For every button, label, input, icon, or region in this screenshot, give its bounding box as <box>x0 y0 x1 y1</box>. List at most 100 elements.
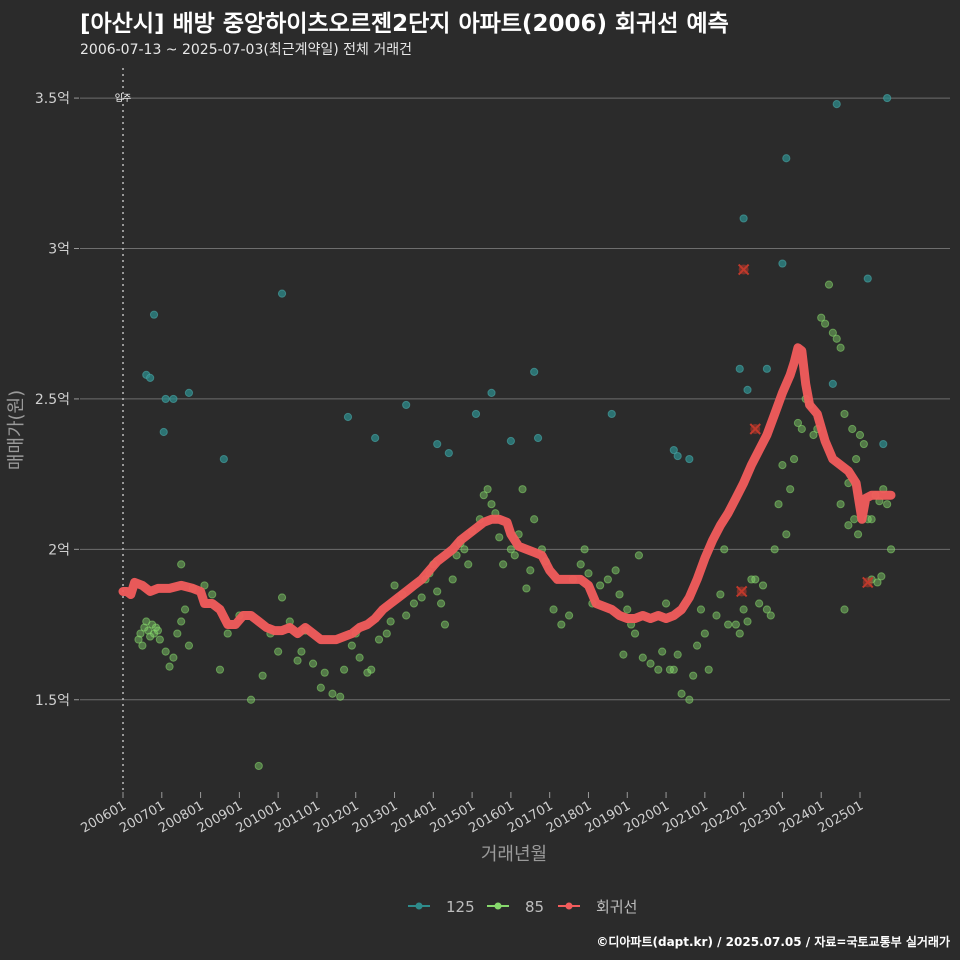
point-85 <box>584 569 593 578</box>
point-85 <box>735 629 744 638</box>
point-85 <box>820 319 830 328</box>
legend-swatch-dot <box>565 902 573 910</box>
point-85 <box>867 515 876 524</box>
point-85 <box>844 521 853 530</box>
point-125 <box>219 454 228 464</box>
series-85 <box>134 280 896 771</box>
point-85 <box>328 689 337 698</box>
point-85 <box>755 599 764 608</box>
point-85 <box>778 461 787 470</box>
point-85 <box>646 659 655 668</box>
point-85 <box>177 617 186 626</box>
point-85 <box>518 485 527 494</box>
point-85 <box>716 590 725 599</box>
point-85 <box>739 605 748 614</box>
point-85 <box>347 641 356 650</box>
point-125 <box>343 412 353 422</box>
point-85 <box>619 650 628 659</box>
point-125 <box>673 451 682 461</box>
point-85 <box>859 439 868 449</box>
point-85 <box>850 515 859 524</box>
y-tick-label: 2억 <box>48 542 70 558</box>
point-85 <box>274 647 283 656</box>
point-85 <box>277 593 287 602</box>
point-85 <box>766 611 775 620</box>
point-85 <box>638 653 647 662</box>
point-125 <box>863 274 872 283</box>
point-85 <box>530 515 539 524</box>
point-85 <box>340 665 349 674</box>
point-85 <box>603 575 612 584</box>
point-125 <box>184 388 194 397</box>
point-85 <box>138 641 147 650</box>
point-85 <box>180 605 190 614</box>
outlier-marker <box>862 576 874 589</box>
point-85 <box>630 629 640 638</box>
grid-lines <box>80 97 950 701</box>
point-85 <box>215 665 225 674</box>
point-125 <box>471 409 481 419</box>
point-85 <box>316 683 325 692</box>
point-85 <box>782 530 791 539</box>
point-85 <box>886 545 896 554</box>
point-85 <box>436 599 446 608</box>
point-85 <box>852 454 861 464</box>
point-85 <box>499 560 508 569</box>
point-85 <box>654 665 663 674</box>
point-85 <box>254 761 263 771</box>
point-125 <box>735 364 744 373</box>
y-tick-label: 3억 <box>48 242 70 258</box>
point-125 <box>530 367 539 376</box>
point-85 <box>623 605 632 614</box>
point-85 <box>877 572 886 581</box>
point-125 <box>883 93 892 103</box>
legend-swatch-dot <box>415 902 423 910</box>
point-85 <box>293 656 302 665</box>
annotation-label: 입주 <box>115 92 132 104</box>
point-85 <box>409 599 419 608</box>
outlier-markers <box>735 263 874 598</box>
point-85 <box>669 665 678 674</box>
point-85 <box>564 611 574 620</box>
point-85 <box>700 629 709 638</box>
point-85 <box>673 650 682 659</box>
legend-label: 85 <box>525 898 544 916</box>
point-125 <box>371 433 380 443</box>
point-85 <box>817 313 826 322</box>
point-85 <box>308 659 318 668</box>
legend-label: 회귀선 <box>596 898 637 916</box>
point-85 <box>136 629 145 638</box>
point-85 <box>873 578 882 587</box>
legend-swatch-dot <box>494 902 502 910</box>
chart-subtitle: 2006-07-13 ~ 2025-07-03(최근계약일) 전체 거래건 <box>80 42 412 58</box>
point-85 <box>611 566 620 575</box>
point-85 <box>712 611 721 620</box>
point-85 <box>576 560 585 569</box>
move-in-annotation: 입주 <box>115 68 132 790</box>
point-125 <box>277 289 287 298</box>
series-125 <box>142 93 892 464</box>
point-85 <box>297 647 306 656</box>
legend-label: 125 <box>446 898 475 916</box>
point-85 <box>390 581 399 590</box>
point-85 <box>743 617 752 626</box>
point-85 <box>487 500 496 509</box>
point-85 <box>165 662 174 671</box>
point-125 <box>146 373 155 382</box>
point-85 <box>452 551 461 560</box>
point-125 <box>739 214 748 223</box>
point-85 <box>200 581 209 590</box>
point-125 <box>161 394 170 404</box>
point-125 <box>607 409 616 419</box>
point-85 <box>855 430 865 440</box>
point-85 <box>720 545 729 554</box>
point-85 <box>386 617 395 626</box>
point-125 <box>402 400 411 410</box>
point-125 <box>149 310 159 319</box>
point-125 <box>533 433 543 443</box>
point-85 <box>762 605 772 614</box>
point-85 <box>448 575 457 584</box>
point-85 <box>320 668 329 677</box>
point-85 <box>836 343 845 352</box>
